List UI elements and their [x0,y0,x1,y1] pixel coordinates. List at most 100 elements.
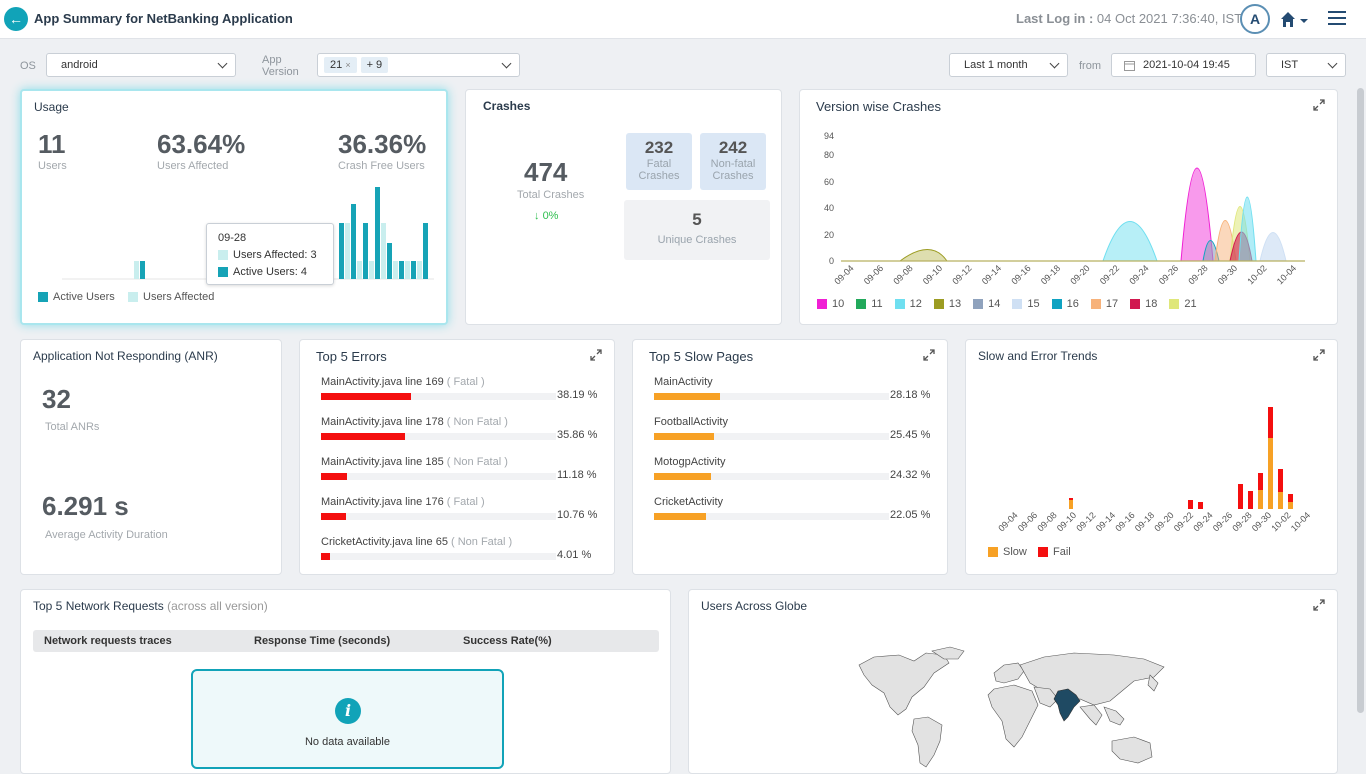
tooltip-affected: Users Affected: 3 [233,249,317,261]
col-response-time[interactable]: Response Time (seconds) [254,635,391,647]
x-tick-label: 09-12 [950,263,973,286]
bar-list-row[interactable]: MainActivity.java line 176 ( Fatal ) 10.7… [321,496,601,521]
avg-activity-duration: 6.291 s [42,491,129,521]
globe-card[interactable]: Users Across Globe [688,589,1338,774]
fatal-crashes-box[interactable]: 232 Fatal Crashes [626,133,692,190]
top-bar: ← App Summary for NetBanking Application… [0,0,1366,39]
version-crashes-chart: 0 20 40 60 80 94 09-04 09-06 09-08 09-10 09-12 09-1… [824,131,1305,286]
period-select[interactable]: Last 1 month [949,53,1068,77]
legend-slow[interactable]: Slow [988,546,1027,558]
bar-list-row[interactable]: MainActivity 28.18 % [654,376,934,401]
usage-title: Usage [34,100,69,114]
bar-percent: 24.32 % [890,469,931,481]
legend-item-18[interactable]: 18 [1130,298,1157,310]
back-arrow-icon[interactable]: ← [4,7,28,31]
bar-list-row[interactable]: CricketActivity 22.05 % [654,496,934,521]
nonfatal-label-line2: Crashes [712,170,754,182]
col-traces[interactable]: Network requests traces [44,635,172,647]
legend-item-11[interactable]: 11 [856,298,883,310]
avatar[interactable]: A [1240,4,1270,34]
network-title-text: Top 5 Network Requests [33,599,164,613]
legend-item-21[interactable]: 21 [1169,298,1197,310]
usage-bar-chart [62,187,434,280]
legend-swatch [856,299,867,309]
x-tick-label: 09-20 [1068,263,1091,286]
expand-icon[interactable] [923,349,935,361]
unique-crashes-box[interactable]: 5 Unique Crashes [624,200,770,260]
bar-tag: ( Fatal ) [443,496,485,508]
legend-item-17[interactable]: 17 [1090,298,1118,310]
top-errors-card[interactable]: Top 5 Errors MainActivity.java line 169 … [299,339,615,575]
bar-name-text: FootballActivity [654,416,728,428]
legend-active-users[interactable]: Active Users [38,291,115,303]
bar-name: MainActivity.java line 169 ( Fatal ) [321,376,601,388]
page-title: App Summary for NetBanking Application [34,11,293,26]
unique-crashes-label: Unique Crashes [657,234,737,246]
version-crashes-card[interactable]: Version wise Crashes 0 20 40 60 80 94 09-04 09-… [799,89,1338,325]
page-scrollbar[interactable] [1357,88,1364,713]
os-select[interactable]: android [46,53,236,77]
bar-list-row[interactable]: FootballActivity 25.45 % [654,416,934,441]
total-anr-label: Total ANRs [45,421,100,433]
legend-users-affected[interactable]: Users Affected [128,291,214,303]
expand-icon[interactable] [1313,349,1325,361]
slow-pages-card[interactable]: Top 5 Slow Pages MainActivity 28.18 % Foot… [632,339,948,575]
bar-list-row[interactable]: MotogpActivity 24.32 % [654,456,934,481]
bar-name-text: MainActivity.java line 176 [321,496,444,508]
os-select-value: android [61,59,98,71]
bar-fill [321,393,411,400]
app-version-label: App Version [262,54,299,78]
legend-item-15[interactable]: 15 [1012,298,1040,310]
expand-icon[interactable] [1313,599,1325,611]
x-tick-label: 09-14 [1094,510,1117,533]
period-select-value: Last 1 month [964,59,1028,71]
network-card[interactable]: Top 5 Network Requests (across all versi… [20,589,671,774]
bar-percent: 25.45 % [890,429,931,441]
bar-list-row[interactable]: CricketActivity.java line 65 ( Non Fatal… [321,536,601,561]
trends-card[interactable]: Slow and Error Trends 09-04 09-06 09-08 09-… [965,339,1338,575]
chip-remove-icon[interactable]: × [345,60,351,70]
bar-name: MainActivity.java line 178 ( Non Fatal ) [321,416,601,428]
anr-card[interactable]: Application Not Responding (ANR) 32 Tota… [20,339,282,575]
bar-fill [321,433,406,440]
version-chip[interactable]: 21 × [324,57,357,73]
bar-fill [654,433,714,440]
bar-name: MotogpActivity [654,456,934,468]
tooltip-active: Active Users: 4 [233,266,307,278]
bar-track [321,393,556,400]
legend-item-10[interactable]: 10 [817,298,844,310]
bar-name: MainActivity [654,376,934,388]
world-map[interactable] [854,645,1184,770]
chevron-down-icon [217,58,228,69]
bar-tag: ( Non Fatal ) [447,536,513,548]
fatal-label-line1: Fatal [646,158,672,170]
app-version-select[interactable]: 21 × + 9 [317,53,520,77]
from-date-input[interactable]: 2021-10-04 19:45 [1111,53,1256,77]
bar-list-row[interactable]: MainActivity.java line 178 ( Non Fatal )… [321,416,601,441]
legend-label: 11 [871,298,883,310]
bar-list-row[interactable]: MainActivity.java line 185 ( Non Fatal )… [321,456,601,481]
home-icon[interactable] [1279,10,1311,30]
version-more-chip[interactable]: + 9 [360,57,389,73]
crashes-card[interactable]: Crashes 474 Total Crashes ↓ 0% 232 Fatal… [465,89,782,325]
bar-name: MainActivity.java line 185 ( Non Fatal ) [321,456,601,468]
legend-fail[interactable]: Fail [1038,546,1071,558]
bar-list-row[interactable]: MainActivity.java line 169 ( Fatal ) 38.1… [321,376,601,401]
bar-track [654,513,889,520]
legend-item-13[interactable]: 13 [933,298,961,310]
timezone-select[interactable]: IST [1266,53,1346,77]
crash-free-label: Crash Free Users [338,160,425,172]
usage-card[interactable]: Usage 11 Users 63.64% Users Affected 36.… [20,89,448,325]
expand-icon[interactable] [1313,99,1325,111]
india-region[interactable] [1053,688,1081,722]
col-success-rate[interactable]: Success Rate(%) [463,635,552,647]
legend-item-12[interactable]: 12 [894,298,922,310]
total-crashes: 474 [524,157,568,187]
legend-item-16[interactable]: 16 [1051,298,1079,310]
y-tick-label: 40 [824,203,834,213]
legend-item-14[interactable]: 14 [973,298,1000,310]
crash-change: ↓ 0% [534,210,558,222]
nonfatal-crashes-box[interactable]: 242 Non-fatal Crashes [700,133,766,190]
hamburger-menu-icon[interactable] [1328,11,1346,27]
expand-icon[interactable] [590,349,602,361]
